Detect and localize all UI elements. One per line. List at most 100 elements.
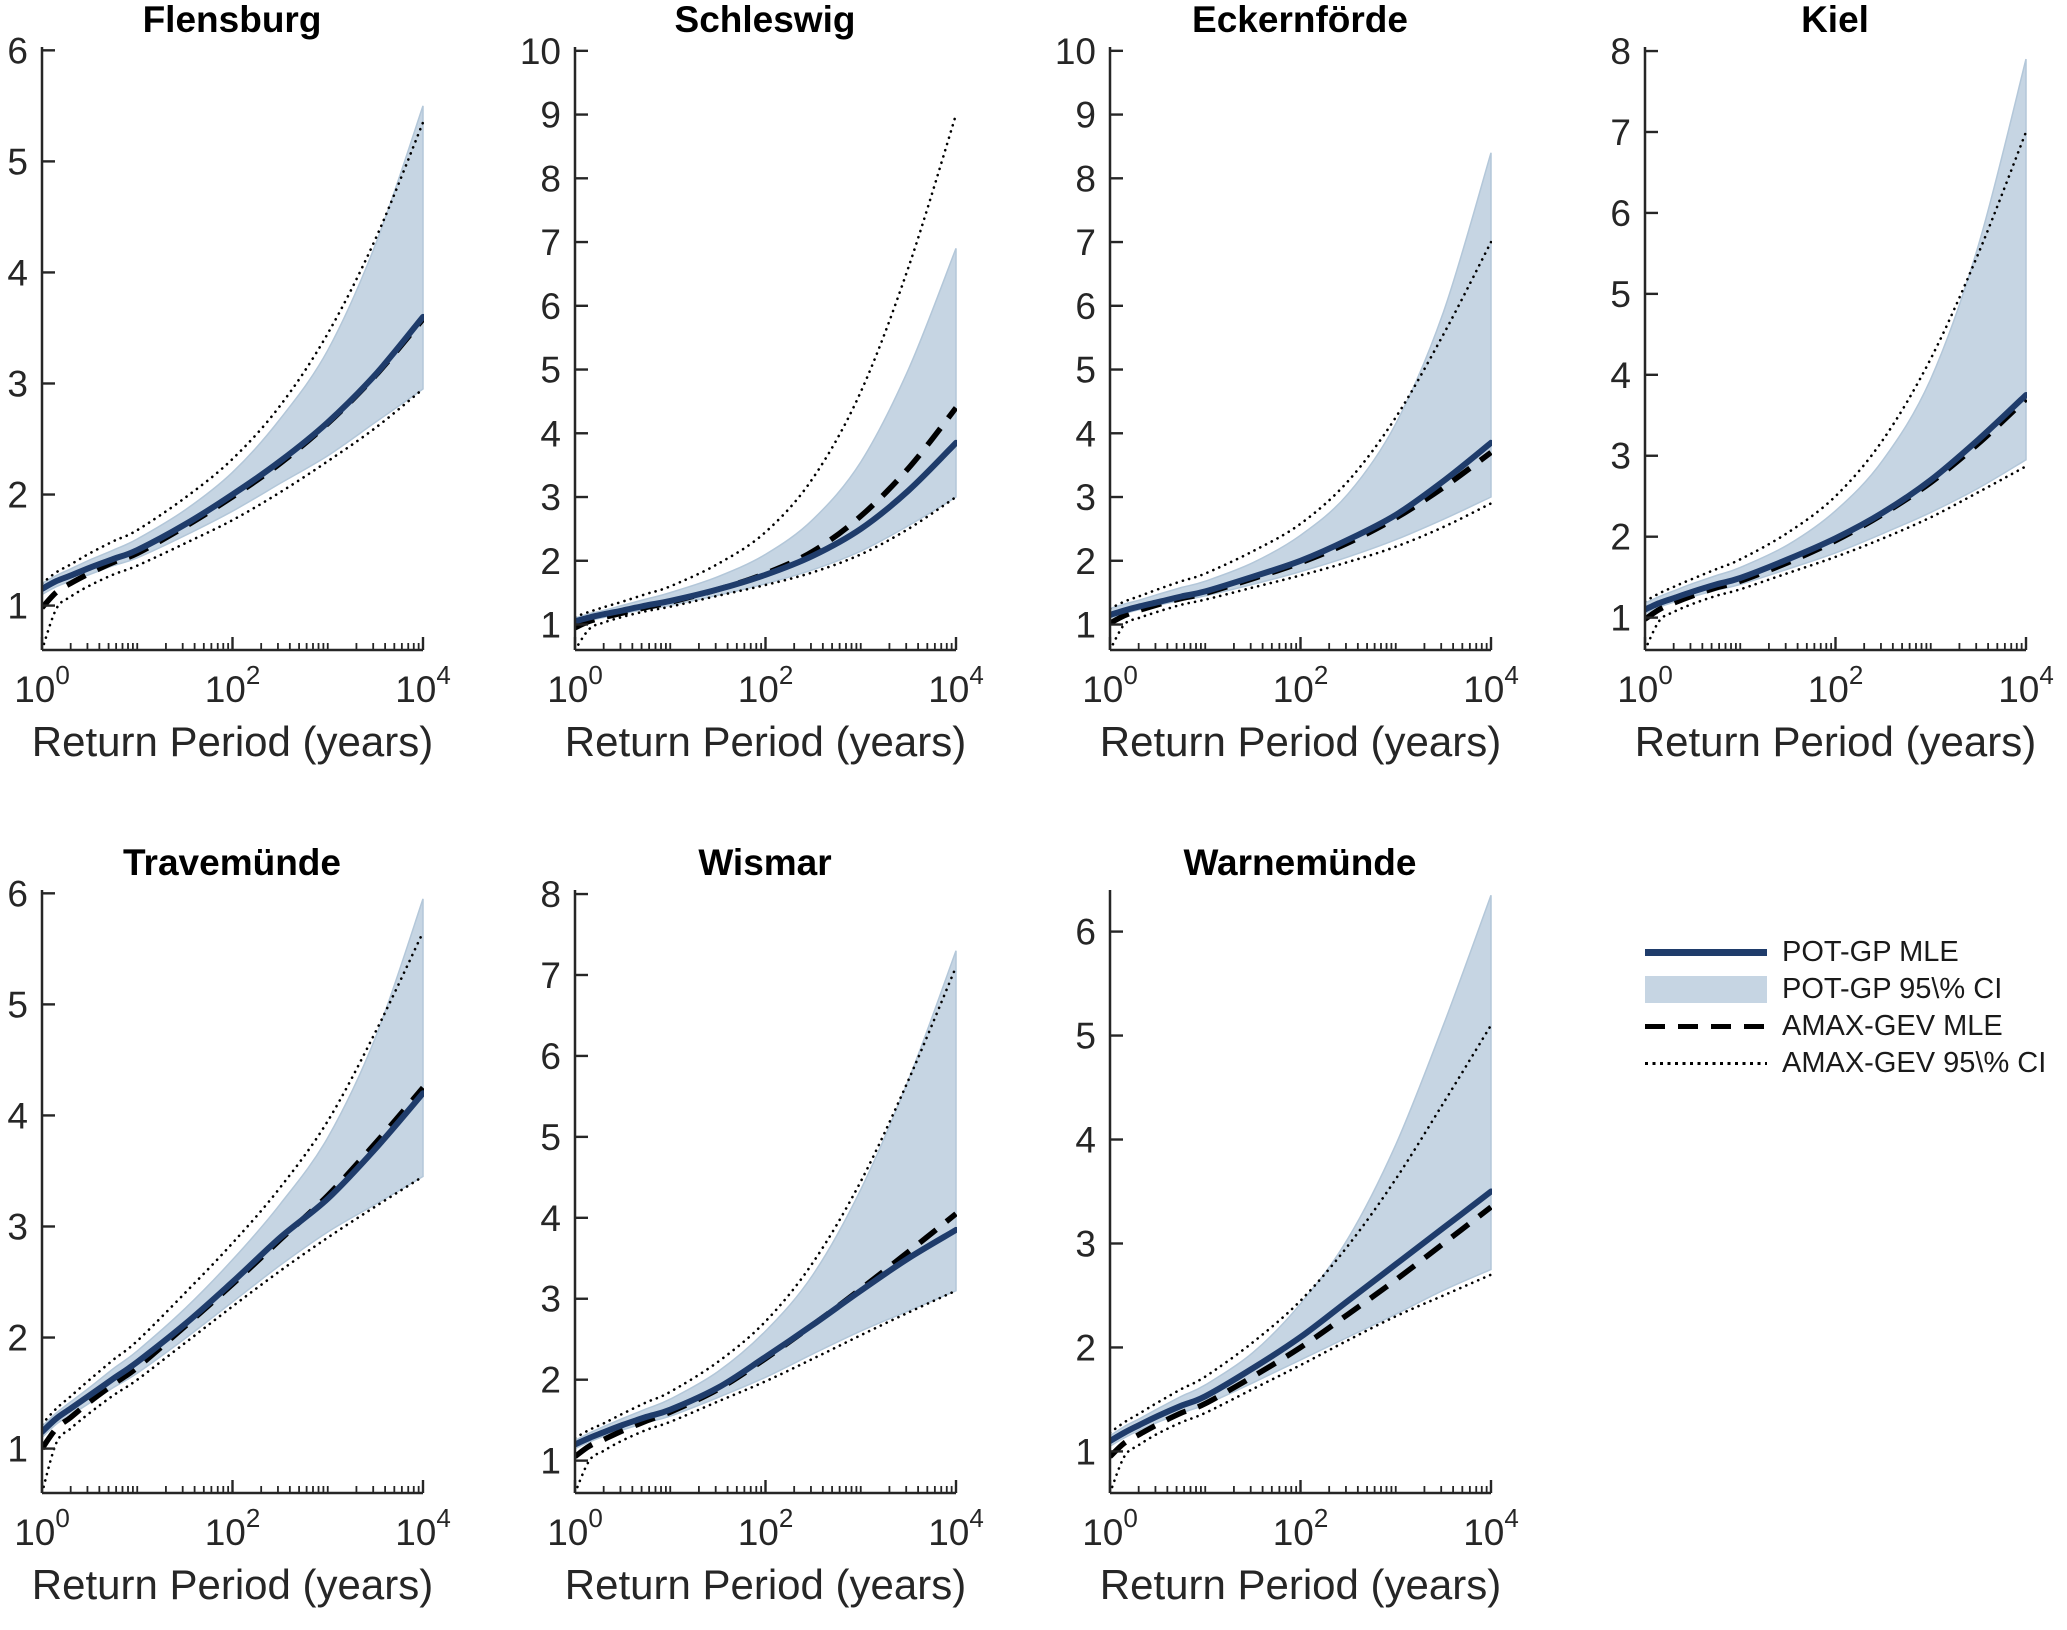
y-tick-label: 6 (7, 37, 28, 71)
y-tick-label: 7 (1610, 112, 1631, 153)
x-axis-label: Return Period (years) (565, 1561, 966, 1608)
legend-glyph-solid-navy-line (1645, 949, 1767, 956)
amax-gev-ci-upper-curve (1110, 240, 1492, 610)
amax-gev-ci-lower-curve (1645, 465, 2027, 650)
legend-item-pot-gp-mle: POT-GP MLE (1645, 934, 2067, 971)
y-tick-label: 8 (1610, 37, 1631, 72)
plot-title-schleswig: Schleswig (674, 0, 856, 40)
plot-area-schleswig (575, 113, 957, 650)
pot-gp-mle-curve (1645, 392, 2027, 613)
subplot-schleswig: Schleswig 1 2 3 4 5 6 7 8 9 10 100 102 104 Return Peri… (505, 0, 1025, 787)
y-tick-label: 9 (540, 95, 561, 136)
legend: POT-GP MLE POT-GP 95\% CI AMAX-GEV MLE A… (1645, 934, 2067, 1082)
plot-title-warnemuende: Warnemünde (1183, 842, 1417, 883)
y-tick-label: 4 (1610, 355, 1631, 396)
y-tick-label: 6 (1610, 193, 1631, 234)
y-tick-label: 10 (520, 37, 561, 72)
x-tick-label: 102 (738, 1503, 794, 1553)
x-tick-label: 102 (1273, 660, 1329, 710)
plot-area-flensburg (42, 105, 424, 650)
legend-glyph-lightblue-patch (1645, 976, 1767, 1003)
x-axis-label: Return Period (years) (565, 718, 966, 765)
plot-area-warnemuende (1110, 894, 1492, 1493)
plot-flensburg: 1 2 3 4 5 6 100 102 104 Return Period (years) (7, 37, 451, 765)
y-tick-label: 2 (7, 475, 28, 516)
y-tick-label: 4 (7, 1095, 28, 1136)
pot-gp-mle-curve (575, 1226, 957, 1448)
y-tick-label: 7 (1075, 222, 1096, 263)
y-tick-label: 8 (1075, 158, 1096, 199)
y-tick-label: 4 (7, 252, 28, 293)
pot-gp-ci-band (1110, 894, 1492, 1448)
amax-gev-ci-lower-curve (575, 495, 957, 650)
y-tick-label: 4 (1075, 413, 1096, 454)
subplot-kiel: Kiel 1 2 3 4 5 6 7 8 100 102 104 Return Period (year… (1575, 0, 2067, 787)
x-tick-label: 104 (395, 660, 451, 710)
amax-gev-ci-lower-curve (1110, 502, 1492, 650)
plot-area-wismar (575, 950, 957, 1493)
y-tick-label: 1 (1610, 598, 1631, 639)
plot-wismar: 1 2 3 4 5 6 7 8 100 102 104 Return Period (years) (540, 880, 983, 1608)
y-tick-label: 2 (7, 1318, 28, 1359)
plot-eckernfoerde: 1 2 3 4 5 6 7 8 9 10 100 102 104 Return Period (years… (1055, 37, 1519, 765)
amax-gev-ci-lower-curve (575, 1289, 957, 1493)
y-tick-label: 7 (540, 955, 561, 996)
subplot-wismar: Wismar 1 2 3 4 5 6 7 8 100 102 104 Return Period (ye… (505, 840, 1025, 1630)
plot-area-eckernfoerde (1110, 152, 1492, 650)
x-axis-label: Return Period (years) (1635, 718, 2036, 765)
y-tick-label: 4 (540, 413, 561, 454)
legend-item-amax-gev-mle: AMAX-GEV MLE (1645, 1008, 2067, 1045)
x-tick-label: 100 (1082, 1503, 1138, 1553)
plot-travemuende: 1 2 3 4 5 6 100 102 104 Return Period (years) (7, 880, 451, 1608)
subplot-warnemuende: Warnemünde 1 2 3 4 5 6 100 102 104 Return Period (… (1040, 840, 1560, 1630)
legend-label: AMAX-GEV 95\% CI (1782, 1047, 2047, 1079)
plot-warnemuende: 1 2 3 4 5 6 100 102 104 Return Period (years) (1075, 890, 1519, 1608)
x-tick-label: 104 (395, 1503, 451, 1553)
plot-title-flensburg: Flensburg (142, 0, 322, 40)
y-tick-label: 10 (1055, 37, 1096, 72)
x-tick-label: 102 (1273, 1503, 1329, 1553)
y-tick-label: 5 (7, 984, 28, 1025)
legend-label: AMAX-GEV MLE (1782, 1010, 2003, 1042)
pot-gp-ci-band (42, 898, 424, 1439)
legend-glyph-black-dotted-line (1645, 1062, 1767, 1065)
pot-gp-mle-curve (575, 439, 957, 625)
y-tick-label: 1 (7, 586, 28, 627)
y-tick-label: 2 (1075, 1327, 1096, 1368)
y-tick-label: 3 (1610, 436, 1631, 477)
y-tick-label: 3 (540, 477, 561, 518)
y-tick-label: 3 (7, 363, 28, 404)
x-tick-label: 102 (1808, 660, 1864, 710)
pot-gp-ci-band (1110, 152, 1492, 619)
pot-gp-mle-curve (1110, 439, 1492, 618)
plot-title-kiel: Kiel (1801, 0, 1869, 40)
y-tick-label: 2 (540, 1360, 561, 1401)
y-tick-label: 1 (540, 605, 561, 646)
y-tick-label: 1 (7, 1429, 28, 1470)
amax-gev-ci-upper-curve (42, 930, 424, 1426)
x-axis-label: Return Period (years) (1100, 718, 1501, 765)
y-tick-label: 6 (1075, 286, 1096, 327)
plot-title-wismar: Wismar (698, 842, 832, 883)
x-tick-label: 100 (1617, 660, 1673, 710)
y-tick-label: 1 (1075, 605, 1096, 646)
legend-glyph-black-dashed-line (1645, 1024, 1767, 1029)
y-tick-label: 8 (540, 158, 561, 199)
pot-gp-ci-band (575, 950, 957, 1450)
y-tick-label: 3 (540, 1279, 561, 1320)
y-tick-label: 1 (540, 1441, 561, 1482)
y-tick-label: 2 (540, 541, 561, 582)
plot-schleswig: 1 2 3 4 5 6 7 8 9 10 100 102 104 Return Period (years… (520, 37, 984, 765)
y-tick-label: 1 (1075, 1431, 1096, 1472)
pot-gp-mle-curve (42, 313, 424, 592)
pot-gp-mle-curve (42, 1090, 424, 1435)
amax-gev-ci-upper-curve (575, 113, 957, 619)
legend-item-pot-gp-ci: POT-GP 95\% CI (1645, 971, 2067, 1008)
plot-area-travemuende (42, 898, 424, 1493)
y-tick-label: 7 (540, 222, 561, 263)
legend-label: POT-GP 95\% CI (1782, 973, 2003, 1005)
y-tick-label: 5 (7, 141, 28, 182)
subplot-travemuende: Travemünde 1 2 3 4 5 6 100 102 104 Return Period (… (0, 840, 492, 1630)
subplot-flensburg: Flensburg 1 2 3 4 5 6 100 102 104 Return Period (y… (0, 0, 492, 787)
y-tick-label: 2 (1075, 541, 1096, 582)
